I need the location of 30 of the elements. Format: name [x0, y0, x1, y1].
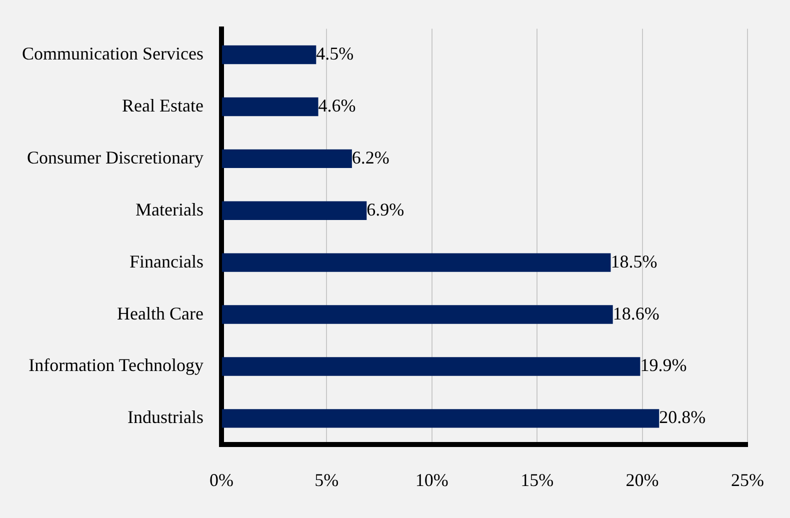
bar — [222, 253, 611, 272]
x-tick-label: 10% — [415, 470, 448, 490]
bar — [222, 409, 660, 428]
bar — [222, 305, 613, 324]
x-tick-label: 0% — [209, 470, 234, 490]
x-tick-label: 25% — [731, 470, 764, 490]
data-label: 4.6% — [318, 95, 356, 116]
bar — [222, 149, 352, 168]
y-tick-label: Materials — [135, 199, 204, 220]
data-label: 4.5% — [316, 44, 354, 64]
data-label: 6.9% — [366, 199, 404, 220]
data-label: 18.5% — [610, 251, 658, 272]
y-tick-label: Real Estate — [122, 95, 204, 116]
data-label: 18.6% — [612, 303, 660, 324]
y-tick-label: Financials — [129, 251, 204, 272]
x-tick-label: 20% — [626, 470, 659, 490]
data-label: 20.8% — [659, 407, 706, 428]
bar — [222, 201, 367, 220]
data-label: 6.2% — [352, 147, 390, 168]
y-tick-label: Health Care — [117, 303, 204, 324]
x-tick-label: 15% — [520, 470, 554, 490]
y-tick-label: Consumer Discretionary — [27, 147, 204, 168]
data-label: 19.9% — [640, 355, 687, 376]
y-tick-label: Industrials — [127, 407, 204, 428]
x-tick-label: 5% — [314, 470, 339, 490]
y-tick-label: Information Technology — [28, 355, 204, 376]
bar — [222, 45, 316, 64]
y-tick-label: Communication Services — [22, 44, 204, 64]
bar — [222, 97, 318, 116]
bar — [222, 357, 640, 376]
